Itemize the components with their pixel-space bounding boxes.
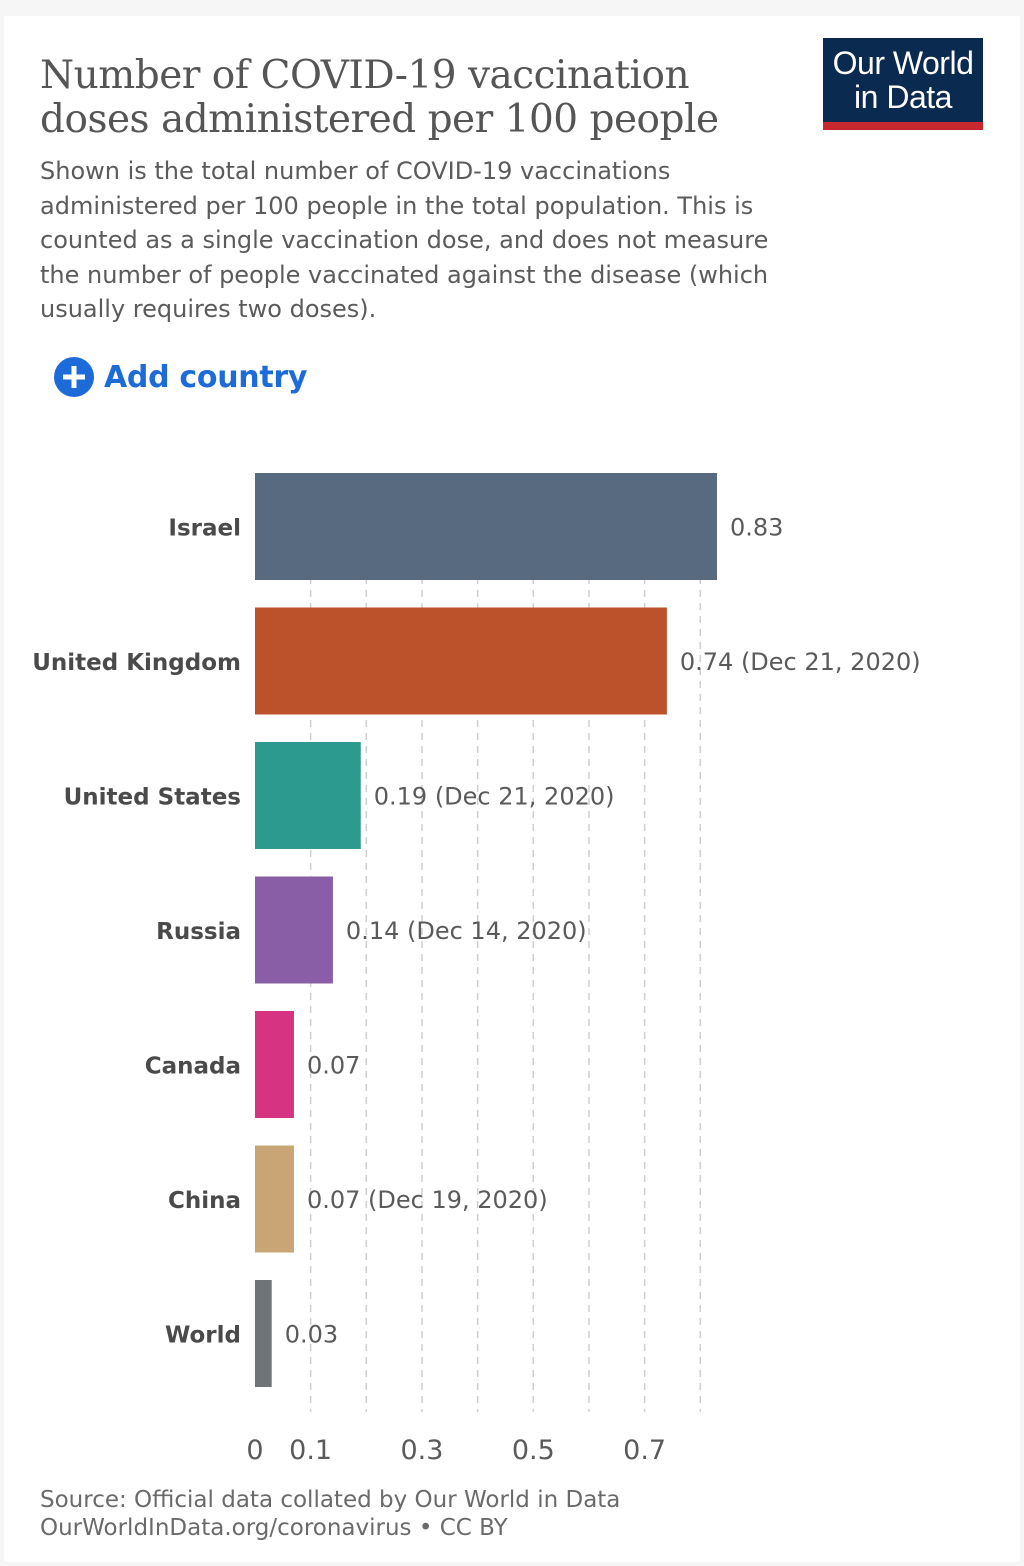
chart-title: Number of COVID-19 vaccination doses adm… (40, 53, 719, 142)
x-tick-label-1: 0.1 (289, 1435, 332, 1466)
source-text: Source: Official data collated by Our Wo… (40, 1487, 621, 1513)
source-link[interactable]: OurWorldInData.org/coronavirus • CC BY (40, 1515, 508, 1541)
category-label-5: China (168, 1188, 241, 1214)
x-tick-label-3: 0.5 (512, 1435, 555, 1466)
plus-circle-icon (54, 357, 94, 397)
bar-2 (255, 742, 361, 849)
logo-line-2: in Data (854, 79, 952, 115)
value-label-4: 0.07 (307, 1052, 360, 1080)
bar-1 (255, 607, 667, 715)
category-label-2: United States (64, 785, 241, 811)
category-label-4: Canada (145, 1054, 241, 1080)
bar-4 (255, 1011, 294, 1118)
value-label-3: 0.14 (Dec 14, 2020) (346, 917, 587, 945)
value-label-2: 0.19 (Dec 21, 2020) (374, 783, 615, 811)
category-label-1: United Kingdom (32, 650, 241, 676)
bar-6 (255, 1280, 272, 1387)
category-label-3: Russia (156, 919, 241, 945)
add-country-label: Add country (104, 359, 308, 395)
x-tick-label-0: 0 (246, 1435, 263, 1466)
logo-line-1: Our World (832, 45, 974, 81)
source-note: Source: Official data collated by Our Wo… (40, 1486, 620, 1542)
value-label-1: 0.74 (Dec 21, 2020) (680, 648, 921, 676)
chart-subtitle: Shown is the total number of COVID-19 va… (40, 157, 769, 323)
category-label-6: World (165, 1323, 241, 1349)
x-tick-label-2: 0.3 (401, 1435, 444, 1466)
category-label-0: Israel (168, 516, 241, 542)
owid-logo[interactable]: Our World in Data (823, 38, 983, 130)
x-tick-label-4: 0.7 (623, 1435, 666, 1466)
value-label-0: 0.83 (730, 514, 783, 542)
value-label-6: 0.03 (285, 1321, 338, 1349)
bar-0 (255, 473, 717, 580)
add-country-button[interactable]: Add country (54, 356, 307, 398)
bar-3 (255, 876, 333, 984)
value-label-5: 0.07 (Dec 19, 2020) (307, 1186, 548, 1214)
bar-5 (255, 1145, 294, 1253)
chart-card (4, 16, 1020, 1562)
